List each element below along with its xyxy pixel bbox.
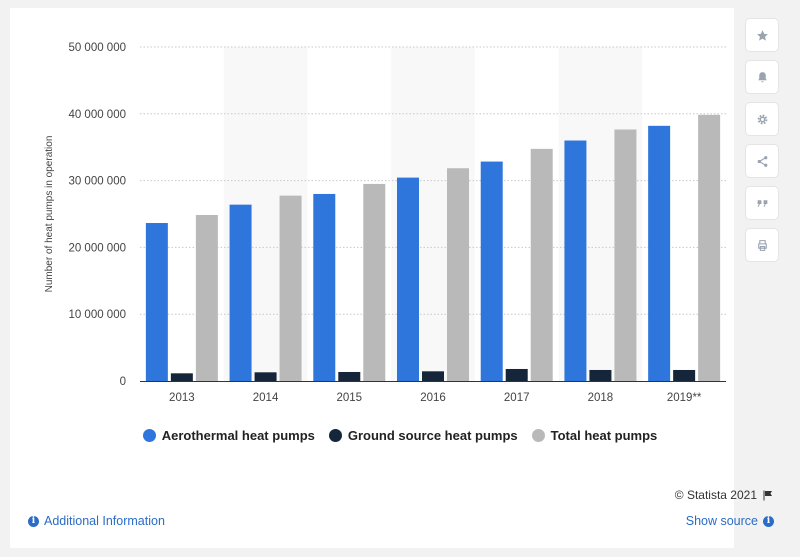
additional-information-link[interactable]: i Additional Information xyxy=(28,514,165,528)
x-tick-label: 2013 xyxy=(169,392,195,404)
x-tick-label: 2015 xyxy=(336,392,362,404)
x-tick-label: 2016 xyxy=(420,392,446,404)
show-source-link[interactable]: Show source i xyxy=(686,514,774,528)
legend: Aerothermal heat pumps Ground source hea… xyxy=(0,428,800,443)
favorite-button[interactable] xyxy=(745,18,779,52)
y-tick-label: 40 000 000 xyxy=(68,109,126,121)
share-icon xyxy=(757,155,767,167)
legend-label: Total heat pumps xyxy=(550,428,658,443)
flag-icon xyxy=(763,490,772,500)
settings-button[interactable] xyxy=(745,102,779,136)
y-tick-label: 50 000 000 xyxy=(68,42,126,54)
bar xyxy=(229,204,252,381)
cite-button[interactable] xyxy=(745,186,779,220)
y-tick-label: 10 000 000 xyxy=(68,309,126,321)
chart: 0 10 000 000 20 000 000 30 000 000 40 000 00… xyxy=(44,42,726,404)
x-tick-label: 2014 xyxy=(253,392,279,404)
quote-icon xyxy=(757,199,767,207)
bar xyxy=(195,215,218,381)
bar xyxy=(279,195,302,381)
bar xyxy=(505,368,528,381)
sidebar-toolbar xyxy=(745,18,781,270)
print-button[interactable] xyxy=(745,228,779,262)
bar xyxy=(589,369,612,381)
bar xyxy=(648,125,671,381)
bar xyxy=(673,369,696,381)
bar xyxy=(480,161,503,381)
gear-icon xyxy=(757,114,767,124)
show-source-label: Show source xyxy=(685,514,758,528)
print-icon xyxy=(757,239,767,251)
legend-marker xyxy=(531,429,545,442)
legend-marker xyxy=(328,429,342,442)
bar xyxy=(145,223,168,381)
y-tick-label: 0 xyxy=(120,376,126,388)
y-tick-label: 30 000 000 xyxy=(68,176,126,188)
legend-label: Ground source heat pumps xyxy=(347,428,518,443)
credit-text: © Statista 2021 xyxy=(674,488,757,502)
legend-item-ground-source[interactable]: Ground source heat pumps xyxy=(328,428,518,443)
bar xyxy=(698,114,721,381)
x-tick-label: 2018 xyxy=(588,392,614,404)
notification-button[interactable] xyxy=(745,60,779,94)
y-tick-label: 20 000 000 xyxy=(68,242,126,254)
legend-item-aerothermal[interactable]: Aerothermal heat pumps xyxy=(142,428,315,443)
legend-label: Aerothermal heat pumps xyxy=(161,428,315,443)
bar xyxy=(170,373,193,381)
additional-information-label: Additional Information xyxy=(44,514,165,528)
bell-icon xyxy=(757,71,767,82)
bar xyxy=(614,129,637,381)
bar xyxy=(564,140,587,381)
bar xyxy=(422,371,444,381)
bar xyxy=(254,372,277,381)
share-button[interactable] xyxy=(745,144,779,178)
bar xyxy=(313,193,336,381)
legend-marker xyxy=(142,429,156,442)
y-axis-label: Number of heat pumps in operation xyxy=(44,136,55,293)
bar xyxy=(363,183,386,381)
bar xyxy=(447,168,469,381)
x-tick-label: 2019** xyxy=(667,392,702,404)
bar xyxy=(338,371,361,381)
x-tick-label: 2017 xyxy=(504,392,530,404)
statista-credit[interactable]: © Statista 2021 xyxy=(675,488,774,502)
info-icon: i xyxy=(28,515,39,527)
bar xyxy=(397,177,419,381)
star-icon xyxy=(756,29,768,41)
bar xyxy=(530,148,553,381)
legend-item-total[interactable]: Total heat pumps xyxy=(531,428,658,443)
info-icon: i xyxy=(763,515,774,527)
